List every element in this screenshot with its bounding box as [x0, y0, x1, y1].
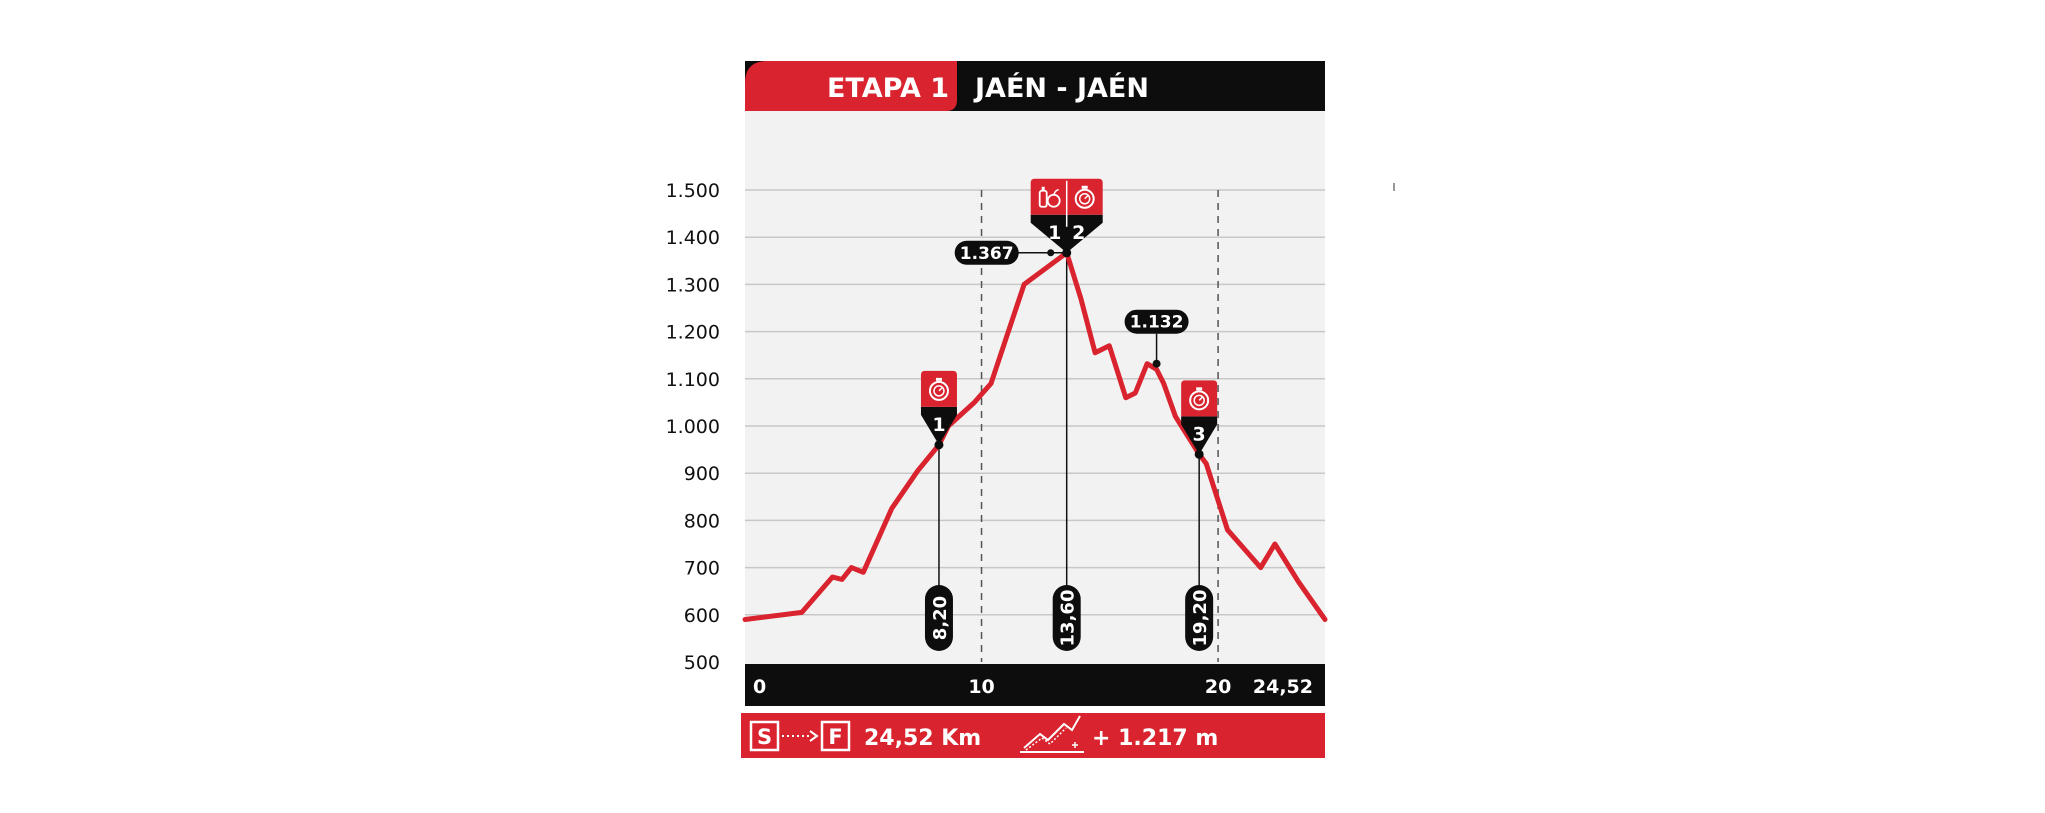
- x-tick-label: 0: [753, 676, 766, 698]
- checkpoint-number: 1: [1048, 222, 1061, 244]
- checkpoint-number: 1: [932, 414, 945, 436]
- route-title: JAÉN - JAÉN: [973, 72, 1149, 104]
- y-tick-label: 600: [684, 605, 720, 627]
- checkpoint-flag: 3: [1181, 380, 1218, 459]
- checkpoint-km-label: 19,20: [1185, 585, 1214, 651]
- x-axis-bar: [745, 664, 1325, 706]
- y-tick-label: 1.200: [666, 322, 720, 344]
- checkpoint-flags: 11 23: [920, 178, 1218, 459]
- stage-label: ETAPA 1: [827, 73, 949, 104]
- y-tick-label: 1.500: [666, 180, 720, 202]
- y-tick-label: 1.300: [666, 274, 720, 296]
- checkpoint-flag: 1: [920, 370, 957, 450]
- checkpoint-number: 2: [1072, 222, 1085, 244]
- elevation-marker: 1.367: [954, 240, 1067, 265]
- stopwatch-icon: [928, 377, 949, 401]
- km-pill: [924, 585, 953, 651]
- elevation-line: [742, 250, 1328, 622]
- y-tick-label: 900: [684, 463, 720, 485]
- arrow-head-icon: [809, 730, 819, 742]
- start-icon-letter: S: [757, 725, 772, 749]
- x-tick-label: 10: [968, 676, 994, 698]
- stopwatch-icon: [1189, 387, 1210, 411]
- x-axis: 0 10 20 24,52: [753, 676, 1313, 698]
- flag-icon-box: [920, 370, 957, 407]
- marker-pill: [1124, 309, 1189, 334]
- start-icon: [749, 720, 780, 752]
- y-tick-label: 800: [684, 510, 720, 532]
- elevation-markers: 1.367 1.132: [954, 240, 1189, 368]
- stopwatch-icon: [1074, 185, 1095, 209]
- y-axis: 500 600 700 800 900 1.000 1.100 1.200 1.300 1.400…: [666, 180, 720, 674]
- flag-pointer: [920, 406, 957, 445]
- x-tick-label: 24,52: [1253, 676, 1313, 698]
- stage-badge: [745, 61, 957, 111]
- elevation-marker: 1.132: [1124, 309, 1189, 368]
- flag-pointer: [1181, 416, 1218, 455]
- km-value: 19,20: [1190, 590, 1211, 647]
- checkpoint-km-label: 13,60: [1052, 585, 1081, 651]
- marker-pill: [954, 240, 1019, 265]
- elevation-series: [742, 250, 1328, 622]
- finish-icon-letter: F: [828, 725, 842, 749]
- elevation-climb-icon: [1020, 715, 1084, 753]
- y-tick-label: 500: [684, 652, 720, 674]
- checkpoint-number: 3: [1193, 423, 1206, 445]
- km-pill: [1185, 585, 1214, 651]
- km-value: 8,20: [930, 596, 951, 640]
- feed-station-icon: [1038, 186, 1061, 208]
- y-tick-label: 1.100: [666, 369, 720, 391]
- y-tick-label: 700: [684, 558, 720, 580]
- stage-header: ETAPA 1 JAÉN - JAÉN: [745, 61, 1325, 111]
- checkpoint-km-label: 8,20: [924, 585, 953, 651]
- checkpoint-dot: [1194, 449, 1204, 459]
- checkpoint-lines: 8,20 13,60 19,20: [924, 252, 1214, 651]
- flag-icon-box: [1181, 380, 1218, 417]
- y-tick-label: 1.400: [666, 227, 720, 249]
- km-pill: [1052, 585, 1081, 651]
- checkpoint-dot: [934, 440, 944, 450]
- finish-icon: [820, 720, 851, 752]
- x-tick-label: 20: [1205, 676, 1231, 698]
- total-distance: 24,52 Km: [864, 726, 981, 751]
- marker-value: 1.367: [960, 244, 1014, 264]
- elevation-gain: + 1.217 m: [1092, 726, 1218, 751]
- km-value: 13,60: [1058, 590, 1079, 647]
- marker-value: 1.132: [1130, 313, 1184, 333]
- stage-footer: S F 24,52 Km + 1.217 m: [741, 713, 1325, 758]
- y-tick-label: 1.000: [666, 416, 720, 438]
- grid: [745, 189, 1325, 662]
- flag-pointer: [1030, 214, 1103, 253]
